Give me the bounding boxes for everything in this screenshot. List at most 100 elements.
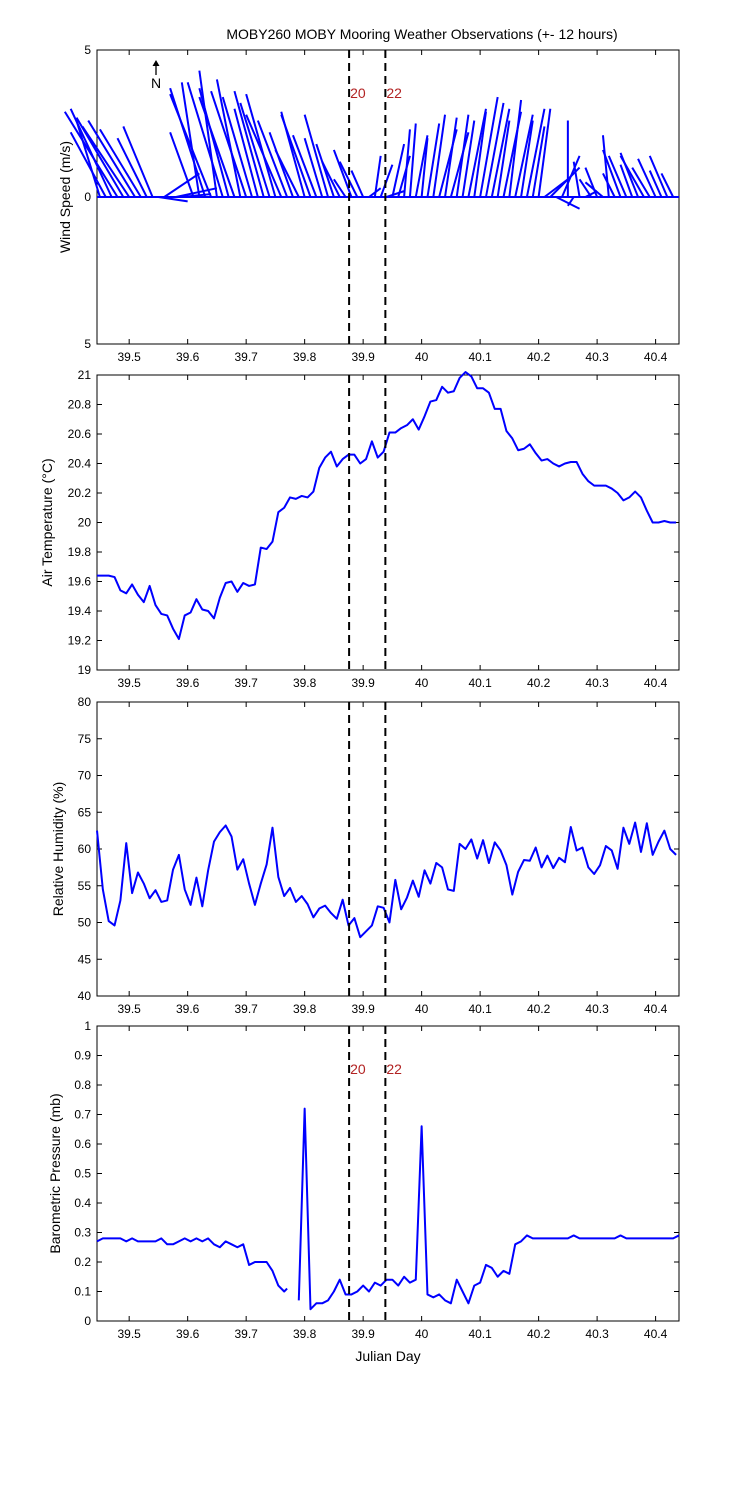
marker-label: 20 <box>350 85 366 101</box>
y-tick-label: 19.8 <box>68 545 92 559</box>
wind-vector <box>245 93 277 198</box>
wind-vector <box>163 172 200 198</box>
wind-vector <box>525 108 546 198</box>
x-tick-label: 39.5 <box>117 676 141 690</box>
figure-title: MOBY260 MOBY Mooring Weather Observation… <box>226 26 617 42</box>
wind-vector <box>122 126 154 198</box>
wind-vector <box>414 135 429 198</box>
wind-vector <box>315 143 335 198</box>
y-tick-label: 80 <box>78 695 92 709</box>
wind-vector <box>332 149 353 198</box>
x-tick-label: 39.5 <box>117 1002 141 1016</box>
wind-vector <box>280 114 312 198</box>
x-tick-label: 39.5 <box>117 350 141 364</box>
y-tick-label: 20.2 <box>68 486 92 500</box>
wind-vector <box>584 167 599 198</box>
wind-vector <box>572 161 581 198</box>
wind-vector <box>386 190 405 198</box>
x-tick-label: 40.4 <box>644 676 668 690</box>
y-tick-label: 19 <box>78 663 92 677</box>
barometric-pressure-ylabel: Barometric Pressure (mb) <box>47 1093 63 1253</box>
x-tick-label: 39.8 <box>293 676 317 690</box>
wind-vector <box>158 196 188 203</box>
wind-vector <box>420 138 429 198</box>
y-tick-label: 75 <box>78 732 92 746</box>
x-tick-label: 40.2 <box>527 1327 551 1341</box>
wind-vector <box>338 161 359 198</box>
y-tick-label: 5 <box>84 43 91 57</box>
north-indicator: N <box>151 60 161 91</box>
wind-vector <box>479 96 499 198</box>
air-temperature-line <box>97 371 677 641</box>
y-tick-label: 70 <box>78 769 92 783</box>
wind-vector <box>210 90 248 198</box>
north-label: N <box>151 75 161 91</box>
x-tick-label: 40.1 <box>468 1327 492 1341</box>
x-tick-label: 40.4 <box>644 1327 668 1341</box>
y-tick-label: 0 <box>84 1314 91 1328</box>
wind-vector <box>198 96 236 198</box>
wind-vector <box>198 87 230 198</box>
wind-vector <box>619 164 634 198</box>
x-tick-label: 40 <box>415 1002 429 1016</box>
wind-vector <box>473 111 487 198</box>
y-tick-label: 55 <box>78 879 92 893</box>
x-tick-label: 39.8 <box>293 350 317 364</box>
x-tick-label: 39.9 <box>351 350 375 364</box>
x-tick-label: 40.3 <box>585 676 609 690</box>
north-arrow-icon <box>152 60 160 66</box>
wind-vector <box>408 123 417 198</box>
relative-humidity-panel: 39.5 39.6 39.7 39.8 39.9 40 40.1 40.2 40.3 40.4 40… <box>78 695 680 1016</box>
wind-vector <box>449 132 470 198</box>
y-tick-label: 0 <box>84 190 91 204</box>
julian-day-xlabel: Julian Day <box>355 1348 420 1364</box>
wind-vector <box>321 161 341 198</box>
plot-frame <box>96 701 680 997</box>
wind-vector <box>63 111 119 198</box>
x-tick-label: 39.9 <box>351 1327 375 1341</box>
wind-vector <box>239 102 271 198</box>
air-temperature-ylabel: Air Temperature (°C) <box>39 458 55 586</box>
wind-vector <box>619 155 645 198</box>
wind-speed-ylabel: Wind Speed (m/s) <box>57 141 73 253</box>
wind-vector <box>274 149 300 198</box>
wind-vector <box>333 178 347 198</box>
wind-vector <box>484 102 505 198</box>
x-tick-label: 40.4 <box>644 350 668 364</box>
x-tick-label: 40.4 <box>644 1002 668 1016</box>
x-tick-label: 40.2 <box>527 350 551 364</box>
wind-vector <box>303 137 324 198</box>
wind-vector <box>379 164 394 198</box>
plot-frame <box>96 1025 680 1322</box>
wind-vector <box>87 120 136 198</box>
wind-vector <box>660 173 675 198</box>
wind-vector <box>584 181 604 198</box>
wind-vector <box>116 137 148 198</box>
relative-humidity-ylabel: Relative Humidity (%) <box>50 782 66 917</box>
wind-vector <box>567 196 575 207</box>
wind-vector <box>467 108 487 198</box>
x-tick-label: 39.7 <box>234 676 258 690</box>
wind-vector <box>444 117 458 198</box>
x-tick-label: 40.1 <box>468 350 492 364</box>
x-tick-label: 40.3 <box>585 1327 609 1341</box>
wind-vector <box>432 114 447 198</box>
air-temperature-panel: 39.5 39.6 39.7 39.8 39.9 40 40.1 40.2 40.3 40.4 19… <box>68 368 680 690</box>
wind-vector <box>99 128 142 198</box>
x-tick-label: 39.9 <box>351 1002 375 1016</box>
y-tick-label: 0.6 <box>74 1137 91 1151</box>
relative-humidity-line <box>96 821 677 939</box>
wind-vector <box>631 167 651 198</box>
wind-vector <box>181 193 212 198</box>
wind-vector <box>496 120 511 198</box>
wind-vector <box>637 158 657 198</box>
wind-vector <box>81 125 131 198</box>
wind-vector <box>303 114 330 198</box>
x-tick-label: 40.1 <box>468 676 492 690</box>
y-tick-label: 0.3 <box>74 1226 91 1240</box>
plot-frame <box>96 374 680 671</box>
wind-vector <box>169 131 195 198</box>
wind-vector <box>233 90 265 198</box>
wind-vector <box>531 126 546 198</box>
y-tick-label: 19.2 <box>68 634 92 648</box>
